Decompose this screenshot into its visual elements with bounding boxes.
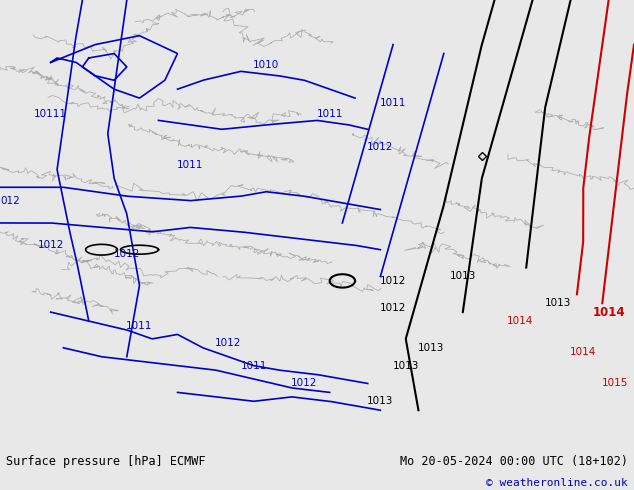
- Text: 012: 012: [0, 196, 20, 206]
- Text: 1013: 1013: [545, 298, 571, 308]
- Text: 1011: 1011: [240, 361, 267, 370]
- Text: 1013: 1013: [418, 343, 444, 353]
- Text: 1013: 1013: [450, 271, 476, 281]
- Text: 1011: 1011: [126, 320, 153, 331]
- Text: 1014: 1014: [507, 316, 533, 326]
- Text: 1011: 1011: [316, 109, 343, 119]
- Text: 1012: 1012: [380, 276, 406, 286]
- Text: 1015: 1015: [602, 378, 628, 389]
- Text: 1012: 1012: [215, 338, 242, 348]
- Text: 1010: 1010: [253, 60, 280, 70]
- Text: 1012: 1012: [367, 142, 394, 152]
- Text: 1014: 1014: [592, 306, 625, 318]
- Text: 1011: 1011: [380, 98, 406, 108]
- Text: 1011: 1011: [177, 160, 204, 170]
- Text: 1012: 1012: [113, 249, 140, 259]
- Text: 1013: 1013: [392, 361, 419, 370]
- Text: 1012: 1012: [291, 378, 318, 389]
- Text: Surface pressure [hPa] ECMWF: Surface pressure [hPa] ECMWF: [6, 455, 206, 468]
- Text: 1012: 1012: [37, 240, 64, 250]
- Text: Mo 20-05-2024 00:00 UTC (18+102): Mo 20-05-2024 00:00 UTC (18+102): [399, 455, 628, 468]
- Text: 1012: 1012: [380, 303, 406, 313]
- Text: 1014: 1014: [570, 347, 597, 357]
- Text: 1013: 1013: [367, 396, 394, 406]
- Text: © weatheronline.co.uk: © weatheronline.co.uk: [486, 478, 628, 489]
- Text: 10111: 10111: [34, 109, 67, 119]
